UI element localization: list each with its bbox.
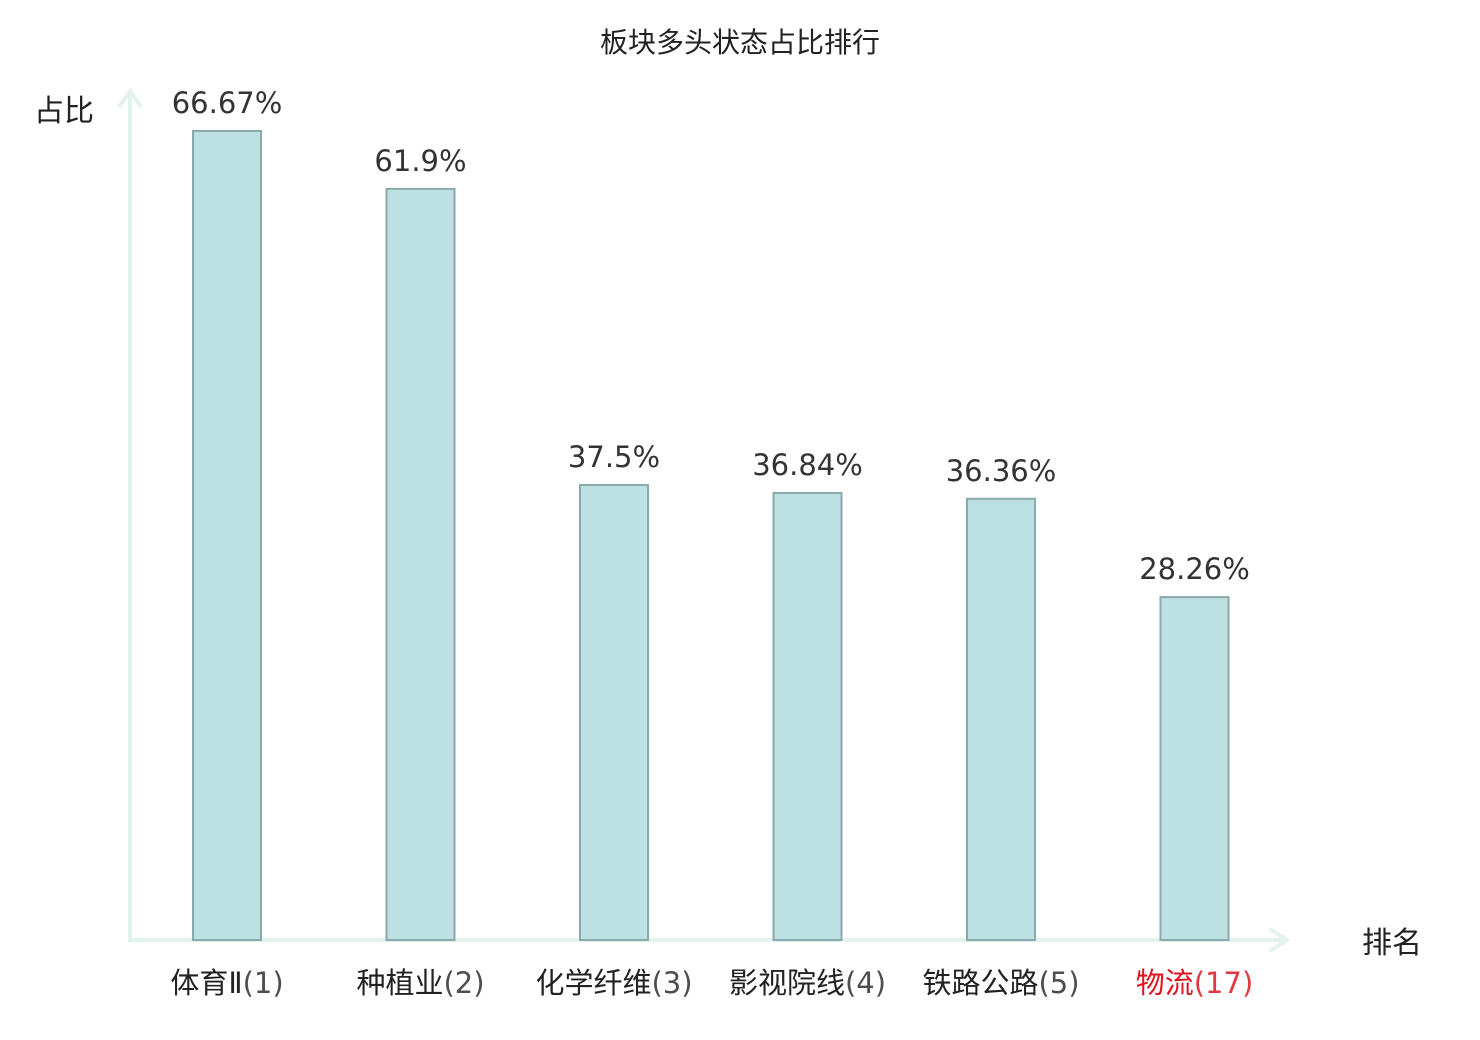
- category-name: 种植业: [356, 966, 443, 1000]
- category-name: 体育Ⅱ: [170, 966, 242, 1000]
- y-axis-label: 占比: [34, 94, 94, 129]
- bar-value-label: 28.26%: [1139, 552, 1250, 586]
- category-name: 铁路公路: [922, 966, 1038, 1000]
- bar: [966, 497, 1036, 941]
- bar: [1159, 596, 1230, 941]
- category-label: 种植业(2): [356, 966, 484, 1000]
- category-rank: (3): [651, 966, 692, 1000]
- chart-title: 板块多头状态占比排行: [600, 26, 880, 59]
- category-label: 体育Ⅱ(1): [170, 966, 283, 1000]
- category-name: 物流: [1136, 966, 1194, 1000]
- bar: [579, 483, 649, 941]
- bar: [772, 491, 843, 941]
- category-name: 影视院线: [729, 966, 845, 1000]
- bar: [385, 187, 456, 942]
- bars-group: 66.67% 体育Ⅱ(1) 61.9% 种植业(2) 37.5% 化学纤维(3) 36.84…: [170, 86, 1253, 1000]
- category-rank: (2): [443, 966, 484, 1000]
- category-label: 铁路公路(5): [922, 966, 1079, 1000]
- category-label: 物流(17): [1136, 966, 1254, 1000]
- bar: [192, 130, 262, 941]
- category-rank: (4): [845, 966, 886, 1000]
- bar-value-label: 36.84%: [752, 448, 863, 482]
- bar-value-label: 61.9%: [374, 144, 466, 178]
- category-label: 影视院线(4): [729, 966, 886, 1000]
- bar-value-label: 66.67%: [172, 86, 283, 120]
- category-rank: (17): [1194, 966, 1254, 1000]
- category-label: 化学纤维(3): [535, 966, 692, 1000]
- category-name: 化学纤维: [535, 966, 651, 1000]
- bar-value-label: 37.5%: [568, 440, 660, 474]
- category-rank: (1): [243, 966, 284, 1000]
- bar-value-label: 36.36%: [946, 454, 1057, 488]
- x-axis-label: 排名: [1362, 926, 1422, 961]
- x-axis-arrow: [1268, 927, 1291, 953]
- category-rank: (5): [1038, 966, 1079, 1000]
- y-axis-arrow: [117, 87, 143, 109]
